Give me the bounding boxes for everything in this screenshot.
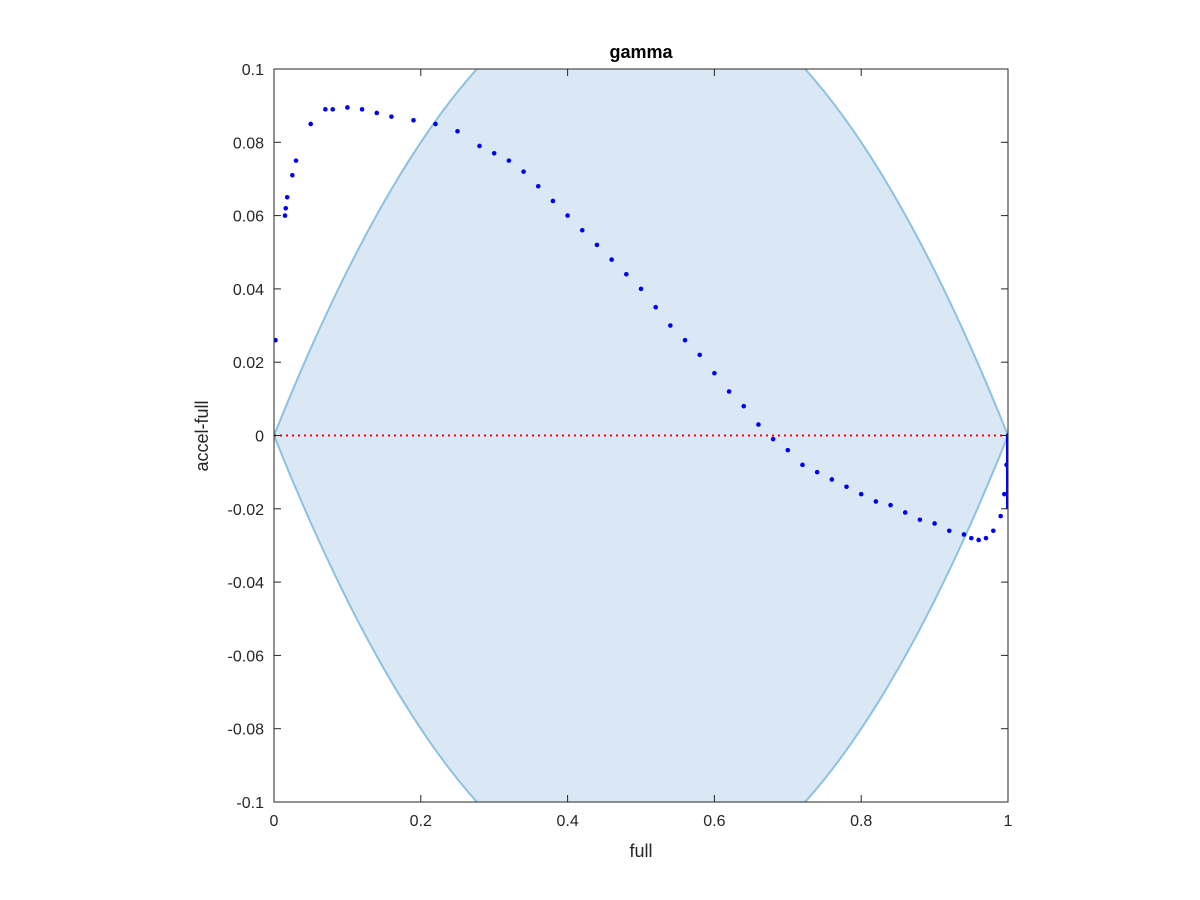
data-point: [345, 105, 350, 110]
data-point: [998, 513, 1003, 519]
y-tick-label: 0.1: [242, 62, 264, 79]
region-upper-edge: [274, 69, 1008, 436]
y-tick-label: 0.06: [233, 209, 264, 226]
data-point: [697, 352, 703, 358]
data-point: [330, 107, 336, 112]
y-tick-label: -0.02: [228, 502, 265, 519]
data-point: [535, 183, 541, 189]
y-tick-label: -0.08: [228, 722, 265, 739]
data-point: [785, 447, 791, 453]
axis-ticks: 0 0.2 0.4 0.6 0.8 1 -0.1 -0.08 -0.06 -0.04 -0.02 0 0…: [228, 62, 1013, 830]
data-point: [550, 198, 556, 204]
data-point: [624, 271, 629, 277]
data-point: [308, 121, 314, 127]
data-point: [932, 521, 937, 526]
data-point: [983, 535, 989, 541]
data-point: [374, 110, 380, 116]
data-point: [290, 172, 295, 178]
y-tick-label: 0.02: [233, 355, 264, 372]
y-tick-label: -0.04: [228, 575, 265, 592]
data-point: [477, 143, 482, 149]
data-point: [961, 532, 967, 537]
x-tick-label: 0: [270, 813, 279, 830]
y-tick-label: 0.04: [233, 282, 264, 299]
data-point: [638, 286, 644, 292]
data-point: [411, 118, 416, 123]
data-point: [712, 370, 717, 376]
data-point: [858, 491, 864, 497]
chart-title: gamma: [609, 42, 673, 62]
data-point: [991, 528, 996, 534]
region-lower-edge: [274, 435, 1008, 802]
data-point: [814, 469, 820, 475]
x-tick-label: 1: [1004, 813, 1013, 830]
data-point: [668, 323, 673, 328]
data-point: [682, 337, 688, 343]
data-point: [609, 257, 614, 262]
data-point: [844, 484, 849, 490]
x-tick-label: 0.4: [556, 813, 578, 830]
data-point: [741, 403, 747, 409]
data-point: [506, 158, 512, 163]
data-point: [274, 337, 278, 343]
data-point: [284, 194, 290, 200]
data-point: [756, 422, 761, 427]
data-point: [433, 121, 438, 127]
y-tick-label: -0.1: [236, 795, 264, 812]
data-point: [976, 537, 981, 543]
data-point: [946, 528, 952, 534]
data-point: [455, 129, 460, 134]
data-point: [282, 213, 288, 218]
data-points: [274, 105, 1008, 543]
data-point: [1002, 491, 1007, 497]
y-tick-label: 0: [255, 429, 264, 446]
x-tick-label: 0.6: [703, 813, 725, 830]
data-point: [917, 517, 923, 523]
y-axis-label: accel-full: [192, 400, 212, 471]
data-point: [726, 389, 732, 394]
data-point: [888, 502, 893, 508]
y-tick-label: 0.08: [233, 135, 264, 152]
data-point: [521, 169, 526, 174]
data-point: [770, 436, 776, 442]
data-point: [359, 107, 365, 112]
data-point: [293, 158, 299, 163]
data-point: [565, 213, 570, 218]
data-point: [283, 205, 289, 211]
data-point: [594, 242, 600, 248]
data-point: [491, 150, 497, 156]
data-point: [800, 462, 805, 468]
data-point: [902, 510, 908, 515]
data-point: [323, 107, 328, 112]
x-axis-label: full: [629, 841, 652, 861]
data-point: [829, 477, 835, 482]
data-point: [653, 304, 658, 310]
x-tick-label: 0.8: [850, 813, 872, 830]
data-point: [873, 499, 879, 504]
data-point: [969, 535, 974, 541]
data-point: [579, 227, 585, 233]
x-tick-label: 0.2: [410, 813, 432, 830]
data-point: [389, 114, 394, 119]
y-tick-label: -0.06: [228, 648, 265, 665]
